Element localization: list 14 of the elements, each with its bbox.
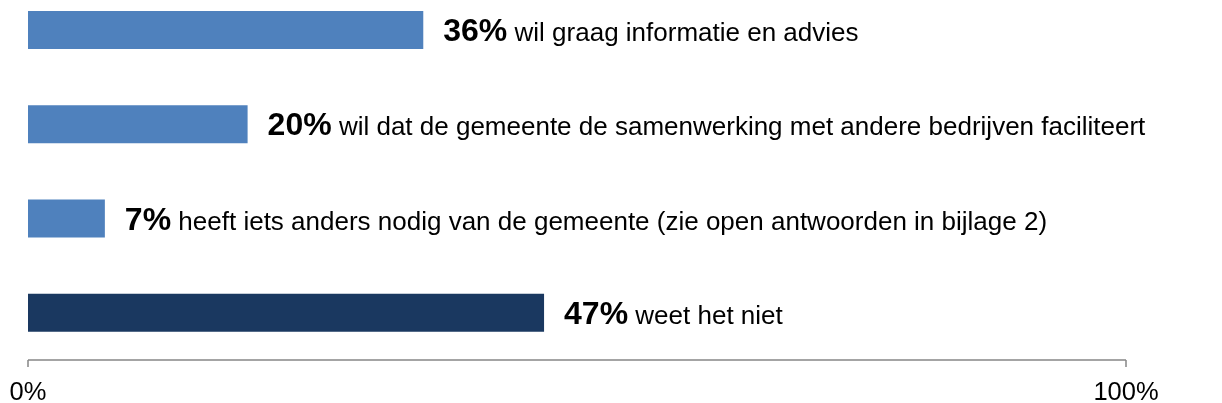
y-tick-label: wil graag informatie en advies xyxy=(513,17,859,47)
data-label: 47% xyxy=(564,294,629,331)
y-tick-label: weet het niet xyxy=(634,299,784,330)
data-label: 20% xyxy=(267,106,332,143)
x-tick-label: 100% xyxy=(1093,377,1159,403)
bar xyxy=(28,105,248,144)
data-label: 36% xyxy=(443,12,508,48)
bar xyxy=(28,199,105,238)
data-label: 7% xyxy=(124,200,172,237)
bar xyxy=(28,11,424,49)
y-tick-label: heeft iets anders nodig van de gemeente (zie open antwoorden in bijlage 2) xyxy=(178,205,1048,236)
x-tick-label: 0% xyxy=(9,377,47,403)
bar xyxy=(28,293,545,332)
y-tick-label: wil dat de gemeente de samenwerking met andere bedrijven faciliteert xyxy=(337,111,1147,142)
